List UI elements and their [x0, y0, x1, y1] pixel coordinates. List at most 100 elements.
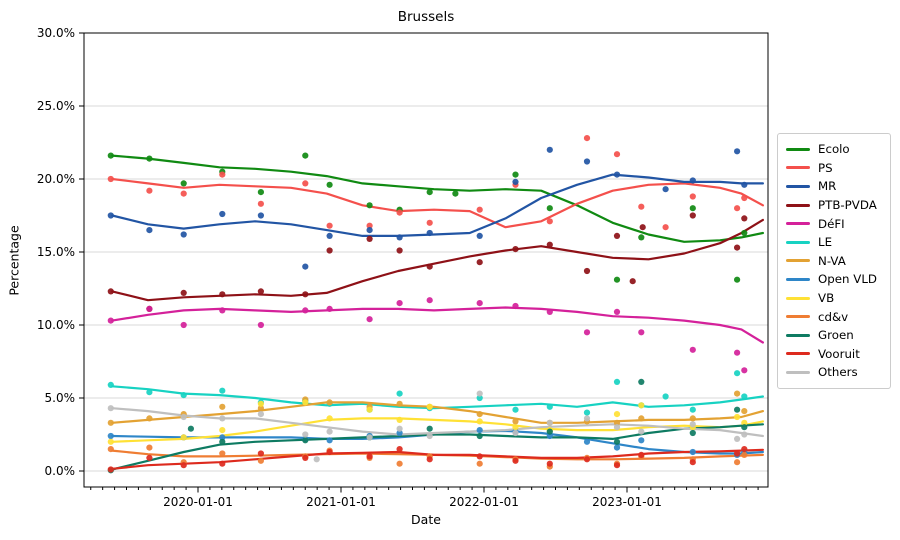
- legend-swatch-ecolo: [786, 147, 810, 151]
- poll-dot-vb: [734, 413, 741, 421]
- y-tick-label: 10.0%: [37, 318, 75, 332]
- poll-dot-ps: [734, 205, 741, 212]
- legend-swatch-cdv: [786, 315, 810, 319]
- poll-dot-ecolo: [689, 205, 696, 212]
- poll-dot-mr: [257, 212, 264, 219]
- tick-labels: 0.0% 5.0% 10.0% 15.0% 20.0% 25.0% 30.0% 2020-01…: [37, 26, 662, 509]
- poll-dot-cdv: [257, 457, 264, 464]
- poll-dot-ecolo: [326, 181, 333, 188]
- poll-dot-ptb-pvda: [629, 278, 636, 285]
- poll-dot-ptb-pvda: [583, 267, 591, 275]
- poll-dot-others: [366, 434, 373, 441]
- poll-dot-ecolo: [180, 180, 187, 187]
- poll-dot-vooruit: [734, 450, 741, 457]
- poll-dot-mr: [146, 227, 153, 234]
- poll-dot-groen: [741, 424, 748, 431]
- poll-dot-defi: [583, 329, 591, 336]
- legend-item-open-vld: Open VLD: [786, 270, 882, 289]
- poll-dot-ptb-pvda: [302, 291, 309, 298]
- poll-dot-ptb-pvda: [366, 235, 373, 242]
- trend-line-ptb-pvda: [111, 218, 765, 302]
- poll-dot-n-va: [689, 415, 696, 422]
- poll-dot-ecolo: [734, 276, 741, 283]
- legend-item-n-va: N-VA: [786, 252, 882, 271]
- legend-item-mr: MR: [786, 177, 882, 196]
- poll-dot-vooruit: [512, 457, 519, 464]
- y-tick-label: 20.0%: [37, 172, 75, 186]
- poll-dot-others: [426, 432, 433, 440]
- x-tick-label: 2022-01-01: [449, 495, 519, 509]
- trend-line-mr: [111, 173, 765, 237]
- poll-dot-vooruit: [107, 466, 114, 473]
- trend-line-ps: [111, 177, 765, 229]
- poll-dot-vooruit: [583, 456, 591, 463]
- legend-item-defi: DéFI: [786, 214, 882, 233]
- poll-dot-others: [257, 411, 264, 418]
- poll-dot-vooruit: [741, 446, 748, 453]
- poll-dot-le: [741, 393, 748, 400]
- legend-item-vooruit: Vooruit: [786, 345, 882, 364]
- poll-dot-groen: [546, 428, 553, 435]
- legend-swatch-mr: [786, 184, 810, 188]
- poll-dot-le: [512, 406, 519, 413]
- trend-line-defi: [111, 306, 765, 344]
- y-tick-label: 15.0%: [37, 245, 75, 259]
- x-tick-label: 2020-01-01: [163, 495, 233, 509]
- y-tick-label: 0.0%: [45, 464, 76, 478]
- poll-dot-le: [107, 381, 114, 388]
- trend-line-n-va: [111, 401, 765, 424]
- poll-dot-mr: [734, 148, 741, 155]
- y-tick-label: 5.0%: [45, 391, 76, 405]
- poll-dot-n-va: [107, 419, 114, 426]
- poll-dot-vooruit: [476, 453, 483, 460]
- poll-dot-ptb-pvda: [689, 212, 696, 219]
- poll-dot-mr: [180, 231, 187, 238]
- trend-line-groen: [111, 423, 765, 471]
- poll-dot-cdv: [146, 444, 153, 451]
- poll-dot-others: [180, 413, 187, 421]
- poll-dot-ecolo: [638, 234, 645, 241]
- poll-dot-ecolo: [257, 189, 264, 196]
- poll-dot-vooruit: [180, 462, 187, 469]
- poll-dot-n-va: [476, 411, 483, 418]
- legend-label-defi: DéFI: [818, 216, 845, 231]
- poll-dot-groen: [302, 437, 309, 444]
- poll-dot-vb: [107, 438, 114, 445]
- poll-dot-vooruit: [366, 453, 373, 460]
- poll-dot-ptb-pvda: [180, 289, 187, 296]
- legend-swatch-open-vld: [786, 277, 810, 281]
- poll-dot-ps: [426, 219, 433, 226]
- poll-dot-ecolo: [512, 171, 519, 178]
- poll-dot-ptb-pvda: [512, 246, 519, 253]
- poll-dot-groen: [638, 378, 645, 385]
- poll-dot-open-vld: [546, 432, 553, 440]
- poll-dot-vooruit: [689, 459, 696, 466]
- poll-dot-ptb-pvda: [219, 291, 226, 298]
- poll-dot-ps: [257, 200, 264, 207]
- poll-dot-ps: [107, 175, 114, 183]
- poll-dot-le: [219, 387, 226, 394]
- trend-line-ecolo: [111, 154, 765, 243]
- poll-dot-ptb-pvda: [476, 259, 483, 266]
- poll-dot-vooruit: [146, 454, 153, 461]
- poll-dot-defi: [741, 367, 748, 374]
- legend-item-others: Others: [786, 363, 882, 382]
- poll-dot-defi: [734, 349, 741, 356]
- poll-dot-vb: [257, 400, 264, 407]
- poll-dot-vb: [396, 416, 403, 423]
- x-tick-label: 2021-01-01: [306, 495, 376, 509]
- poll-dot-groen: [476, 432, 483, 440]
- trend-line-le: [111, 385, 765, 410]
- poll-dot-mr: [689, 177, 696, 184]
- poll-dot-mr: [662, 186, 669, 193]
- poll-dot-open-vld: [107, 432, 114, 440]
- chart-title: Brussels: [397, 9, 455, 25]
- poll-dot-defi: [366, 316, 373, 323]
- poll-dot-n-va: [512, 418, 519, 425]
- poll-dot-ptb-pvda: [257, 288, 264, 295]
- legend-swatch-vb: [786, 296, 810, 300]
- poll-dot-vooruit: [302, 454, 309, 461]
- poll-dot-le: [583, 409, 591, 416]
- poll-dot-n-va: [734, 390, 741, 397]
- poll-dot-cdv: [476, 460, 483, 467]
